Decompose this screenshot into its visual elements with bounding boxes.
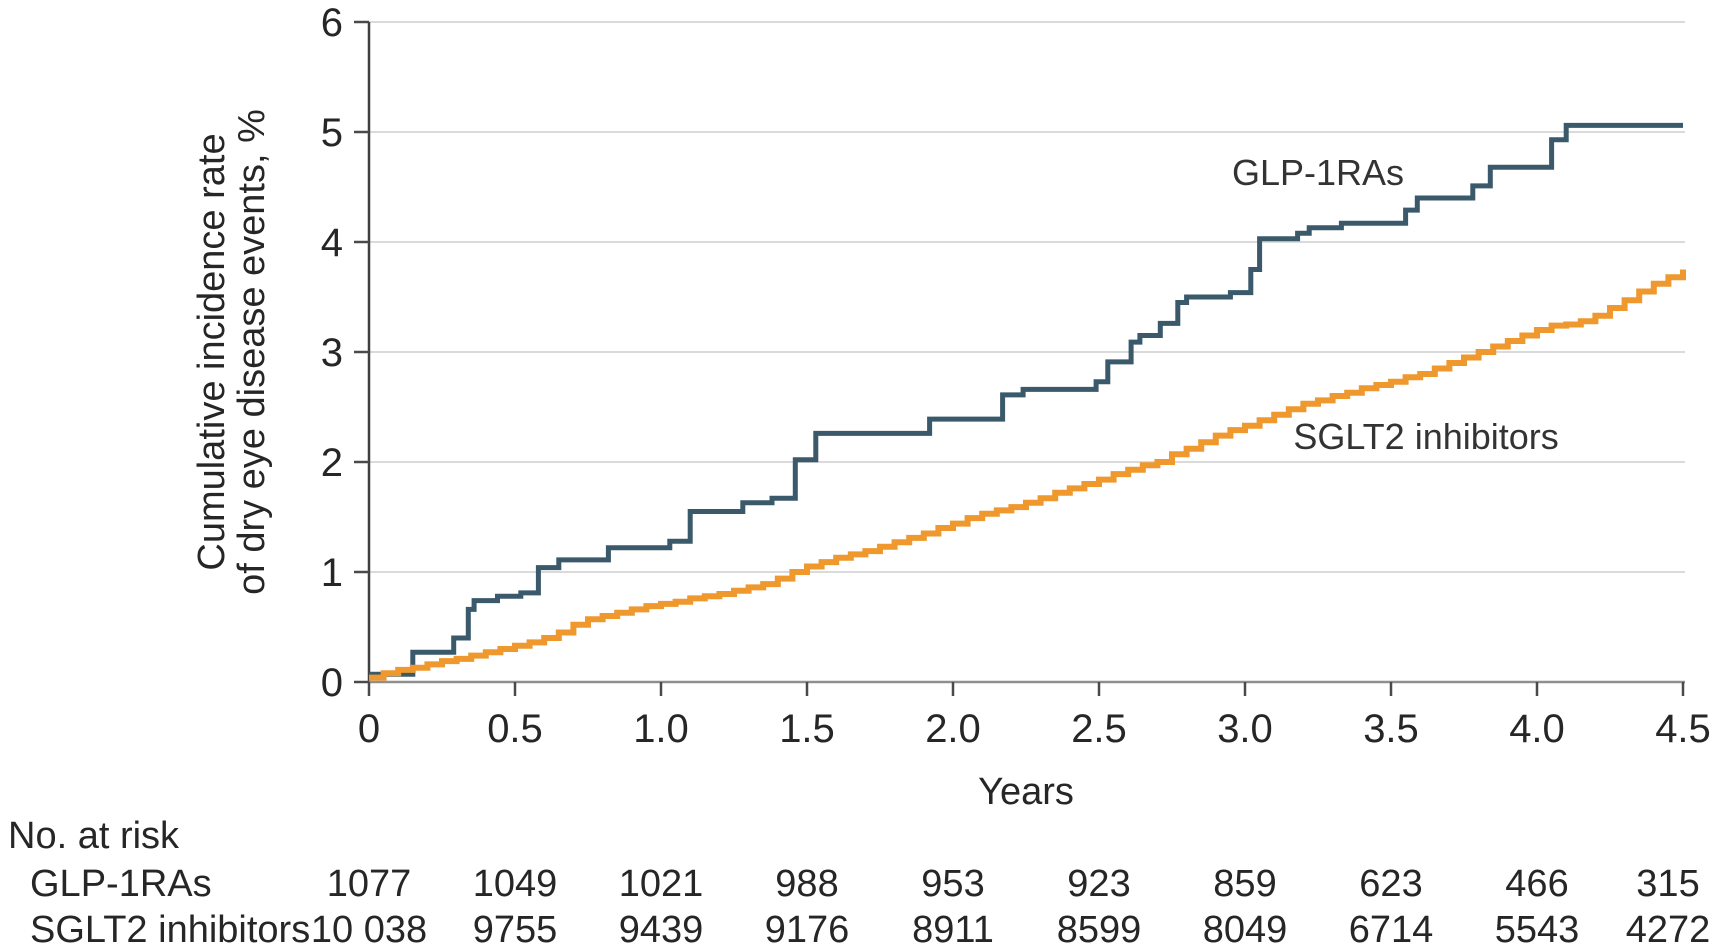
x-tick-label: 2.0: [925, 707, 981, 751]
series-sglt2-inhibitors-curve: [369, 269, 1686, 681]
risk-table-title: No. at risk: [8, 815, 180, 857]
risk-value: 1021: [619, 863, 704, 905]
risk-value: 8911: [912, 909, 994, 945]
risk-value: 1077: [327, 863, 412, 905]
risk-value: 8599: [1057, 909, 1142, 945]
risk-value: 4272: [1626, 909, 1711, 945]
risk-value: 315: [1636, 863, 1699, 905]
risk-value: 9176: [765, 909, 850, 945]
x-tick-label: 1.5: [779, 707, 835, 751]
risk-value: 466: [1505, 863, 1568, 905]
y-tick-label: 0: [321, 661, 343, 705]
risk-value: 9755: [473, 909, 558, 945]
risk-value: 5543: [1495, 909, 1580, 945]
risk-value: 1049: [473, 863, 558, 905]
y-tick-label: 3: [321, 331, 343, 375]
risk-value: 953: [921, 863, 984, 905]
risk-row-label: GLP-1RAs: [30, 863, 212, 905]
y-tick-label: 2: [321, 441, 343, 485]
risk-value: 623: [1359, 863, 1422, 905]
risk-value: 9439: [619, 909, 704, 945]
y-tick-label: 1: [321, 551, 343, 595]
risk-value: 8049: [1203, 909, 1288, 945]
y-axis-title: Cumulative incidence rate: [191, 133, 233, 570]
y-tick-label: 5: [321, 111, 343, 155]
series-label: SGLT2 inhibitors: [1293, 416, 1558, 457]
x-tick-label: 3.5: [1363, 707, 1419, 751]
risk-value: 923: [1067, 863, 1130, 905]
y-tick-label: 4: [321, 221, 343, 265]
y-tick-label: 6: [321, 1, 343, 45]
risk-value: 6714: [1349, 909, 1434, 945]
series-label: GLP-1RAs: [1232, 152, 1404, 193]
x-tick-label: 4.0: [1509, 707, 1565, 751]
y-axis-title: of dry eye disease events, %: [231, 109, 273, 595]
x-tick-label: 1.0: [633, 707, 689, 751]
x-tick-label: 4.5: [1655, 707, 1711, 751]
risk-row-label: SGLT2 inhibitors: [30, 909, 310, 945]
risk-value: 10 038: [311, 909, 427, 945]
risk-value: 988: [775, 863, 838, 905]
x-tick-label: 3.0: [1217, 707, 1273, 751]
x-tick-label: 0: [358, 707, 380, 751]
x-tick-label: 0.5: [487, 707, 543, 751]
x-tick-label: 2.5: [1071, 707, 1127, 751]
series-glp-1ras-curve: [369, 122, 1683, 677]
x-axis-title: Years: [978, 771, 1074, 813]
risk-value: 859: [1213, 863, 1276, 905]
